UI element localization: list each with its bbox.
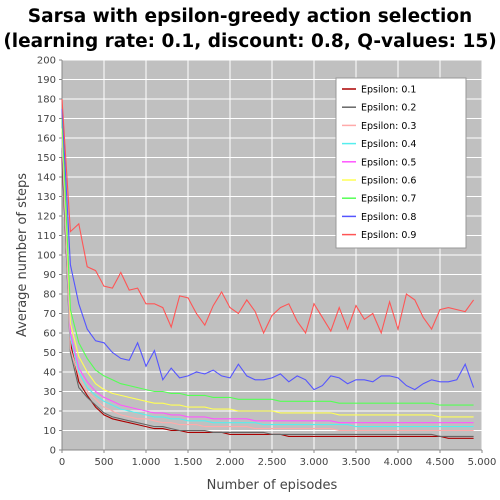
y-tick-label: 20 [43, 407, 56, 418]
x-tick-label: 1.500 [174, 457, 203, 468]
y-tick-label: 110 [37, 231, 56, 242]
y-tick-label: 10 [43, 426, 56, 437]
legend-label: Epsilon: 0.1 [361, 85, 416, 96]
y-tick-label: 80 [43, 290, 56, 301]
legend-label: Epsilon: 0.6 [361, 176, 416, 187]
y-axis-label: Average number of steps [15, 173, 30, 337]
legend-items: Epsilon: 0.1 Epsilon: 0.2 Epsilon: 0.3 Epsi… [342, 85, 416, 241]
x-tick-label: 0 [59, 457, 65, 468]
x-tick-label: 4.000 [384, 457, 413, 468]
x-tick-label: 500 [94, 457, 113, 468]
legend-label: Epsilon: 0.4 [361, 139, 416, 150]
y-tick-label: 60 [43, 329, 56, 340]
chart-title-line1: Sarsa with epsilon-greedy action selecti… [28, 6, 472, 27]
series-line-7 [61, 118, 474, 406]
y-tick-label: 30 [43, 387, 56, 398]
x-tick-label: 4.500 [426, 457, 455, 468]
x-axis-ticks: 0 500 1.000 1.500 2.000 2.500 3.000 3.500 4.000 4… [59, 450, 497, 468]
series-line-1 [61, 157, 474, 439]
series-line-3 [61, 137, 474, 432]
series-line-2 [61, 147, 474, 437]
legend-label: Epsilon: 0.3 [361, 121, 416, 132]
series-line-6 [61, 128, 474, 418]
y-tick-label: 70 [43, 309, 56, 320]
x-tick-label: 1.000 [132, 457, 161, 468]
series-lines [61, 98, 475, 439]
y-tick-label: 150 [37, 153, 56, 164]
series-line-4 [61, 137, 474, 428]
x-tick-label: 2.500 [258, 457, 287, 468]
y-tick-label: 50 [43, 348, 56, 359]
y-tick-label: 120 [37, 212, 56, 223]
y-tick-label: 140 [37, 173, 56, 184]
legend-label: Epsilon: 0.5 [361, 157, 416, 168]
legend-label: Epsilon: 0.9 [361, 230, 416, 241]
x-tick-label: 3.500 [342, 457, 371, 468]
y-tick-label: 170 [37, 114, 56, 125]
y-tick-label: 40 [43, 368, 56, 379]
x-tick-label: 5.000 [468, 457, 497, 468]
y-tick-label: 160 [37, 134, 56, 145]
x-tick-label: 3.000 [300, 457, 329, 468]
legend-label: Epsilon: 0.7 [361, 194, 416, 205]
series-line-5 [61, 134, 474, 424]
y-tick-label: 130 [37, 192, 56, 203]
y-tick-label: 180 [37, 95, 56, 106]
legend-label: Epsilon: 0.2 [361, 103, 416, 114]
chart-title-line2: (learning rate: 0.1, discount: 0.8, Q-va… [3, 31, 496, 52]
y-tick-label: 90 [43, 270, 56, 281]
y-tick-label: 200 [37, 56, 56, 67]
series-line-9 [61, 98, 475, 335]
y-axis-ticks: 0 10 20 30 40 50 60 70 80 90 100 110 120 130 140 150 160… [37, 56, 62, 457]
x-tick-label: 2.000 [216, 457, 245, 468]
series-line-8 [61, 108, 475, 391]
y-tick-label: 190 [37, 75, 56, 86]
y-tick-label: 100 [37, 251, 56, 262]
legend [335, 77, 467, 249]
x-axis-label: Number of episodes [207, 478, 338, 493]
y-tick-label: 0 [50, 446, 56, 457]
legend-label: Epsilon: 0.8 [361, 212, 416, 223]
